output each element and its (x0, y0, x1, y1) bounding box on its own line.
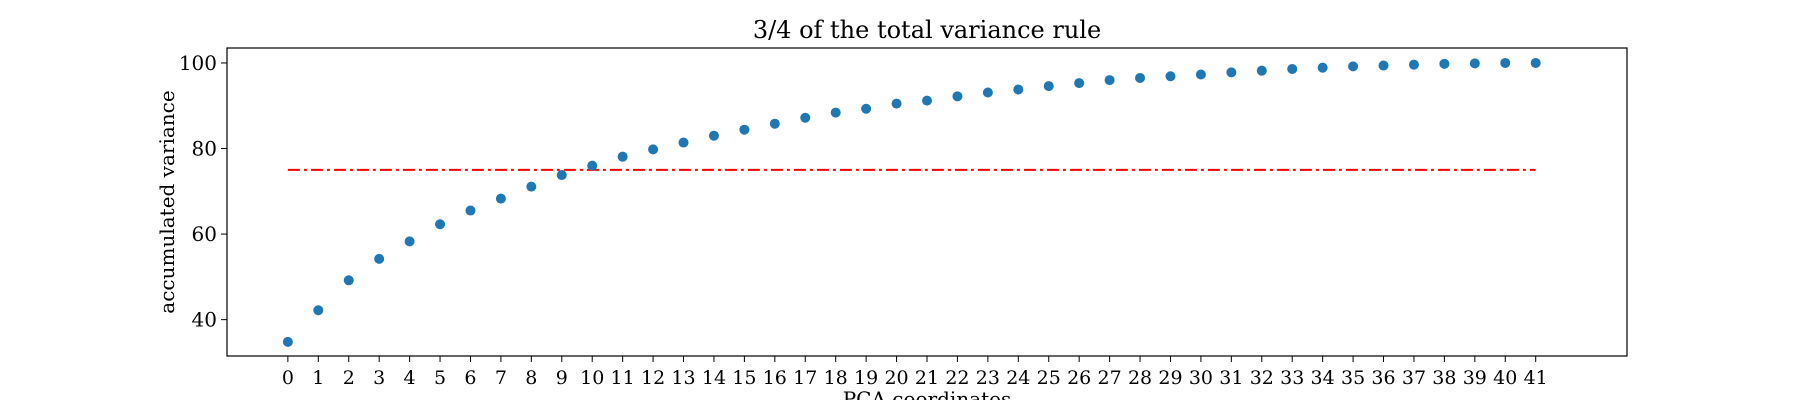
x-tick-label: 41 (1524, 367, 1548, 389)
scatter-point (678, 137, 689, 148)
x-tick-label: 4 (404, 367, 416, 389)
scatter-point (495, 193, 506, 204)
scatter-point (556, 170, 567, 181)
x-tick-label: 40 (1493, 367, 1517, 389)
x-tick-label: 35 (1341, 367, 1365, 389)
scatter-point (1408, 59, 1419, 70)
scatter-point (830, 107, 841, 118)
x-tick-label: 38 (1432, 367, 1456, 389)
scatter-point (648, 144, 659, 155)
x-tick-label: 28 (1128, 367, 1152, 389)
x-tick-label: 27 (1098, 367, 1122, 389)
scatter-point (435, 219, 446, 230)
scatter-point (1013, 84, 1024, 95)
scatter-point (1256, 65, 1267, 76)
x-tick-label: 10 (580, 367, 604, 389)
scatter-point (982, 87, 993, 98)
x-tick-label: 31 (1219, 367, 1243, 389)
scatter-point (1043, 81, 1054, 92)
scatter-point (1469, 58, 1480, 69)
scatter-point (1195, 69, 1206, 80)
y-axis-label: accumulated variance (155, 90, 179, 313)
x-tick-label: 0 (282, 367, 294, 389)
x-tick-label: 36 (1371, 367, 1395, 389)
scatter-point (1348, 61, 1359, 72)
scatter-point (708, 130, 719, 141)
x-tick-label: 23 (976, 367, 1000, 389)
x-tick-label: 37 (1402, 367, 1426, 389)
scatter-point (374, 253, 385, 264)
x-tick-label: 1 (312, 367, 324, 389)
x-tick-label: 20 (884, 367, 908, 389)
x-tick-label: 26 (1067, 367, 1091, 389)
x-tick-label: 6 (464, 367, 476, 389)
data-points (282, 57, 1541, 347)
scatter-point (1317, 62, 1328, 73)
x-tick-label: 12 (641, 367, 665, 389)
scatter-point (1165, 71, 1176, 82)
x-tick-label: 3 (373, 367, 385, 389)
y-tick-label: 40 (192, 308, 217, 332)
x-tick-label: 34 (1311, 367, 1335, 389)
x-tick-label: 13 (671, 367, 695, 389)
scatter-point (1500, 57, 1511, 68)
x-tick-label: 14 (702, 367, 726, 389)
x-tick-label: 32 (1250, 367, 1274, 389)
scatter-point (526, 181, 537, 192)
y-tick-label: 80 (192, 137, 217, 161)
x-axis-ticks: 0 1 2 3 4 5 6 7 8 9 10 11 12 13 14 15 16 17 18 19 20 21 22 23 24… (282, 356, 1548, 389)
x-tick-label: 5 (434, 367, 446, 389)
x-tick-label: 19 (854, 367, 878, 389)
x-tick-label: 18 (824, 367, 848, 389)
x-tick-label: 11 (611, 367, 635, 389)
x-tick-label: 17 (793, 367, 817, 389)
y-axis-ticks: 40 60 80 100 (179, 51, 227, 332)
x-tick-label: 21 (915, 367, 939, 389)
y-tick-label: 100 (179, 51, 217, 75)
scatter-point (891, 98, 902, 109)
scatter-point (1135, 72, 1146, 83)
x-tick-label: 7 (495, 367, 507, 389)
scatter-point (1104, 75, 1115, 86)
x-tick-label: 22 (945, 367, 969, 389)
x-tick-label: 24 (1006, 367, 1030, 389)
x-tick-label: 9 (556, 367, 568, 389)
scatter-point (800, 112, 811, 123)
x-tick-label: 8 (525, 367, 537, 389)
chart-title: 3/4 of the total variance rule (753, 16, 1101, 44)
scatter-point (1074, 78, 1085, 89)
x-tick-label: 16 (763, 367, 787, 389)
scatter-point (343, 275, 354, 286)
scatter-point (282, 336, 293, 347)
x-tick-label: 39 (1463, 367, 1487, 389)
x-tick-label: 30 (1189, 367, 1213, 389)
x-tick-label: 25 (1037, 367, 1061, 389)
scatter-point (1378, 60, 1389, 71)
scatter-point (769, 118, 780, 129)
scatter-point (952, 91, 963, 102)
scatter-point (1530, 57, 1541, 68)
y-tick-label: 60 (192, 222, 217, 246)
x-tick-label: 33 (1280, 367, 1304, 389)
scatter-point (404, 236, 415, 247)
x-tick-label: 15 (732, 367, 756, 389)
plot-area-frame (226, 47, 1628, 357)
x-tick-label: 29 (1158, 367, 1182, 389)
x-tick-label: 2 (343, 367, 355, 389)
scatter-point (587, 160, 598, 171)
scatter-point (861, 103, 872, 114)
scatter-point (1287, 63, 1298, 74)
scatter-point (1226, 67, 1237, 78)
scatter-point (1439, 58, 1450, 69)
scatter-point (313, 305, 324, 316)
scatter-point (617, 151, 628, 162)
scatter-point (922, 95, 932, 106)
scatter-point (465, 205, 476, 216)
scatter-point (739, 124, 750, 135)
